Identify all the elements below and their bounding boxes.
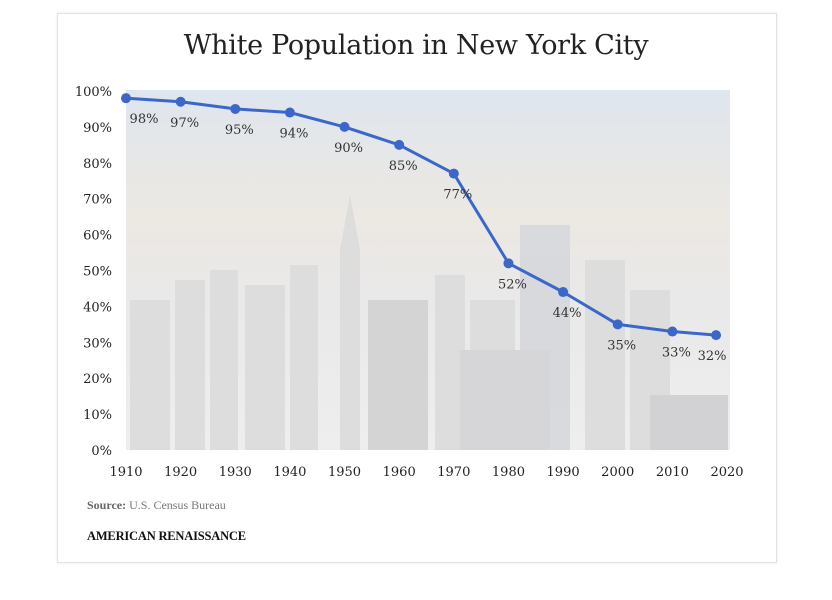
series-polyline <box>125 96 717 337</box>
y-tick-label: 40% <box>83 300 112 315</box>
x-tick-label: 1980 <box>492 465 525 480</box>
data-point <box>612 319 623 330</box>
data-label: 52% <box>498 277 527 292</box>
data-label: 44% <box>553 306 582 321</box>
y-tick-label: 80% <box>83 157 112 172</box>
y-tick-label: 60% <box>83 229 112 244</box>
y-tick-label: 20% <box>83 372 112 387</box>
data-label: 33% <box>662 346 691 361</box>
data-point <box>711 330 722 341</box>
y-tick-label: 10% <box>83 408 112 423</box>
x-axis: 1910 1920 1930 1940 1950 1960 1970 1980 1990 2000… <box>109 465 743 480</box>
x-tick-label: 1990 <box>547 465 580 480</box>
source-text: U.S. Census Bureau <box>129 498 226 512</box>
data-point <box>339 121 350 132</box>
data-point <box>448 168 459 179</box>
x-tick-label: 1910 <box>109 465 142 480</box>
series-line: 98% 97% 95% 94% 90% 85% 77% 52% 44% 35% 33% 32% <box>121 93 727 364</box>
data-label: 85% <box>389 159 418 174</box>
data-point <box>230 103 241 114</box>
source-note: Source: U.S. Census Bureau <box>87 498 226 513</box>
y-tick-label: 50% <box>83 265 112 280</box>
data-label: 77% <box>443 188 472 203</box>
y-tick-label: 100% <box>75 85 112 100</box>
x-tick-label: 1940 <box>273 465 306 480</box>
data-label: 95% <box>225 123 254 138</box>
brand-name: AMERICAN RENAISSANCE <box>87 529 246 543</box>
x-tick-label: 1920 <box>164 465 197 480</box>
data-point <box>503 258 514 269</box>
data-point <box>121 93 131 104</box>
x-tick-label: 2020 <box>710 465 743 480</box>
x-tick-label: 1930 <box>219 465 252 480</box>
data-label: 90% <box>334 141 363 156</box>
y-tick-label: 90% <box>83 121 112 136</box>
y-tick-label: 70% <box>83 193 112 208</box>
data-label: 32% <box>698 349 727 364</box>
x-tick-label: 2000 <box>601 465 634 480</box>
x-tick-label: 1960 <box>383 465 416 480</box>
y-tick-label: 30% <box>83 336 112 351</box>
y-tick-label: 0% <box>91 444 112 459</box>
data-point <box>175 96 186 107</box>
chart-title: White Population in New York City <box>183 30 649 61</box>
skyline-background <box>126 90 730 450</box>
x-tick-label: 1950 <box>328 465 361 480</box>
data-point <box>394 139 405 150</box>
data-label: 97% <box>170 116 199 131</box>
data-label: 94% <box>279 127 308 142</box>
data-point <box>558 287 569 298</box>
data-point <box>284 107 295 118</box>
x-tick-label: 1970 <box>437 465 470 480</box>
y-axis: 0% 10% 20% 30% 40% 50% 60% 70% 80% 90% 100% <box>75 85 112 459</box>
data-label: 98% <box>130 112 159 127</box>
source-label: Source: <box>87 498 127 512</box>
x-tick-label: 2010 <box>656 465 689 480</box>
data-label: 35% <box>607 338 636 353</box>
data-point <box>667 326 678 337</box>
